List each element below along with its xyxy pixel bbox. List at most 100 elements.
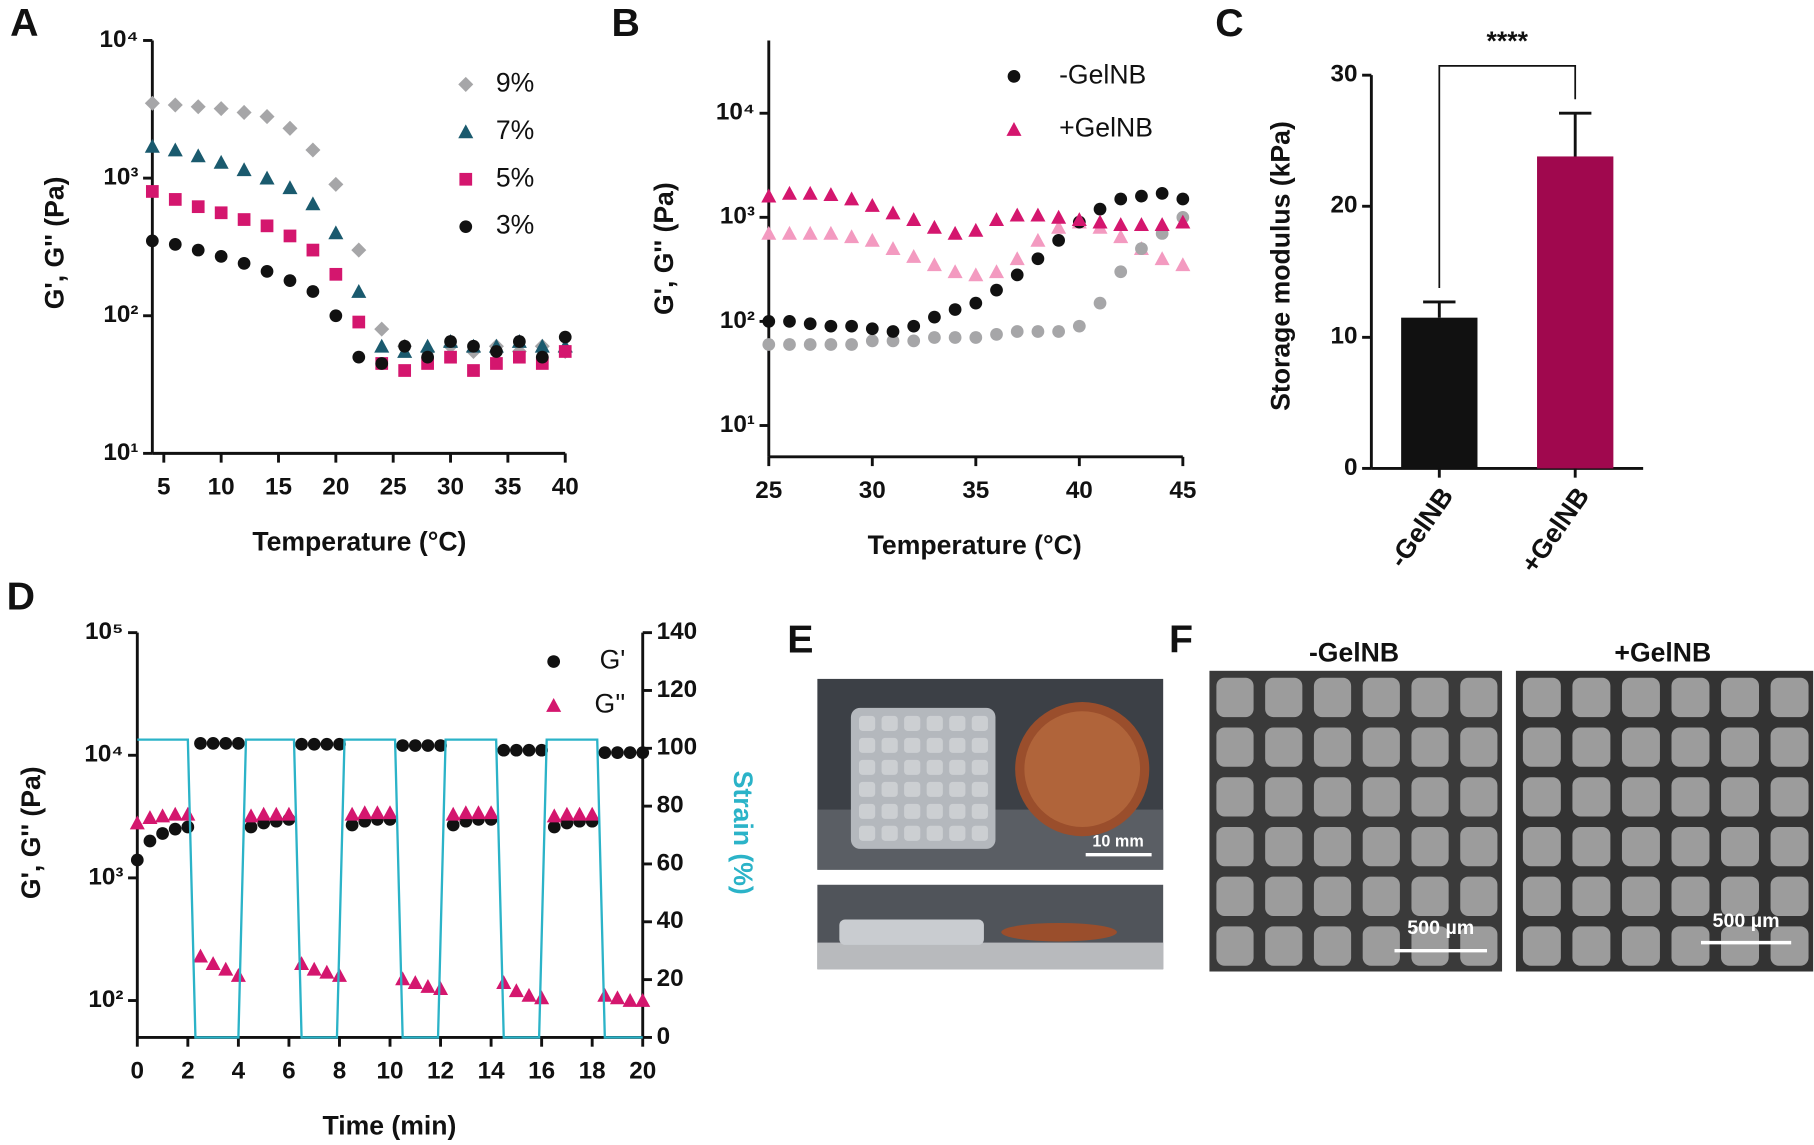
point [864, 232, 880, 247]
y-tick-label: 0 [1344, 454, 1358, 481]
gel-cell [926, 759, 943, 775]
legend-label: G' [600, 645, 626, 675]
mesh-cell [1362, 876, 1400, 916]
gel-cell [859, 737, 876, 753]
point [214, 250, 228, 263]
x-tick-label: 20 [322, 473, 349, 500]
point [803, 317, 817, 331]
point [510, 743, 523, 757]
point [1031, 252, 1045, 266]
mesh-cell [1572, 876, 1611, 916]
point [407, 975, 423, 989]
point [305, 142, 321, 158]
legend-label: 9% [496, 67, 534, 97]
point [206, 737, 220, 750]
x-tick-label: 15 [265, 473, 292, 500]
point [1052, 325, 1065, 338]
point [508, 983, 524, 998]
mesh-cell [1522, 677, 1561, 718]
point [512, 350, 526, 364]
y2-tick-label: 20 [657, 965, 684, 992]
point [467, 364, 480, 377]
x-tick-label: 14 [478, 1058, 505, 1085]
point [1051, 219, 1067, 234]
point [609, 990, 625, 1005]
point [444, 350, 457, 364]
point [1175, 214, 1191, 229]
x-tick-label: 5 [157, 473, 171, 500]
point [191, 243, 205, 257]
gel-cell [949, 759, 966, 775]
point [259, 170, 275, 185]
point [181, 820, 195, 834]
point [844, 191, 860, 206]
point [1135, 189, 1148, 203]
y2-tick-label: 40 [657, 907, 684, 934]
mesh-cell [1313, 727, 1352, 767]
point [243, 808, 259, 823]
point [191, 200, 205, 214]
point [636, 746, 650, 760]
point [282, 120, 298, 136]
point [781, 185, 798, 200]
point [926, 219, 942, 234]
point [907, 334, 921, 348]
gel-cell [926, 825, 943, 841]
point [802, 225, 818, 240]
mesh-cell [1216, 727, 1254, 767]
point [512, 335, 526, 348]
x-axis-label: Time (min) [322, 1111, 456, 1141]
point [1051, 209, 1067, 224]
point [395, 971, 411, 986]
mesh-cell [1770, 826, 1809, 867]
mesh-cell [1721, 727, 1760, 767]
legend-label: 3% [496, 210, 534, 240]
point [352, 315, 366, 329]
y2-tick-label: 100 [657, 734, 698, 761]
point [470, 805, 486, 820]
point [260, 219, 274, 233]
scale-bar-label: 10 mm [1092, 832, 1143, 850]
point [306, 285, 320, 298]
mesh-cell [1572, 677, 1611, 718]
legend-marker [546, 697, 562, 712]
mesh-cell [1362, 677, 1400, 718]
mesh-cell [1313, 826, 1352, 867]
point [167, 142, 183, 157]
image-title: -GelNB [1309, 638, 1399, 668]
mesh-cell [1411, 677, 1449, 718]
gel-cell [926, 737, 943, 753]
point [329, 267, 343, 281]
point [886, 334, 900, 348]
legend-marker [547, 655, 561, 668]
point [802, 185, 818, 200]
point [1071, 212, 1087, 227]
mesh-cell [1265, 826, 1303, 867]
x-tick-label: 25 [755, 477, 782, 504]
mesh-cell [1411, 826, 1449, 867]
point [989, 212, 1005, 227]
point [762, 315, 776, 328]
point [155, 808, 171, 823]
mesh-cell [1721, 777, 1760, 817]
point [281, 806, 297, 821]
mesh-cell [1313, 876, 1352, 916]
point [344, 806, 360, 821]
gel-cell [881, 737, 898, 753]
gel-cell [949, 715, 966, 731]
y-tick-label: 20 [1330, 192, 1357, 219]
point [483, 805, 499, 820]
point [824, 338, 838, 351]
point [926, 257, 942, 272]
point [1113, 217, 1129, 232]
mesh-cell [1216, 926, 1254, 966]
point [844, 229, 860, 244]
point [1009, 251, 1025, 266]
gel-cell [904, 803, 921, 819]
point [283, 229, 297, 243]
legend-marker [1006, 122, 1022, 136]
panel-label: B [611, 1, 639, 45]
mesh-cell [1216, 876, 1254, 916]
point [433, 981, 449, 996]
panel-label: C [1215, 1, 1243, 45]
